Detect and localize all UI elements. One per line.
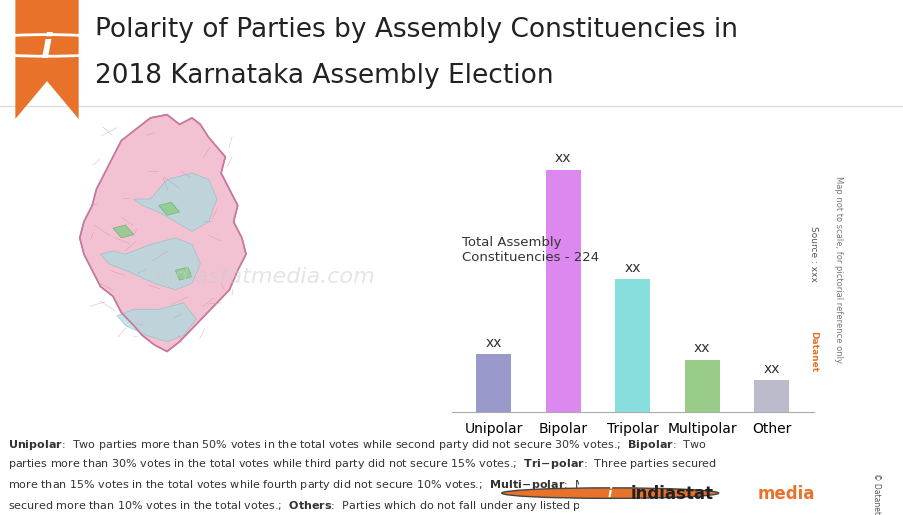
Text: indiastatmedia.com: indiastatmedia.com <box>154 267 375 287</box>
Text: xx: xx <box>485 336 501 350</box>
Bar <box>578 471 903 515</box>
Polygon shape <box>117 303 196 342</box>
Text: i: i <box>608 488 611 501</box>
Text: xx: xx <box>694 341 710 355</box>
Text: $\bf{Unipolar}$:  Two parties more than 50% votes in the total votes while secon: $\bf{Unipolar}$: Two parties more than 5… <box>8 438 707 452</box>
Text: media: media <box>757 485 814 503</box>
Text: i: i <box>42 32 52 65</box>
Text: Map not to scale, for pictorial reference only.: Map not to scale, for pictorial referenc… <box>833 176 842 365</box>
Text: more than 15% votes in the total votes while fourth party did not secure 10% vot: more than 15% votes in the total votes w… <box>8 478 708 492</box>
Bar <box>545 170 580 412</box>
Text: xx: xx <box>554 151 571 165</box>
Bar <box>615 279 649 412</box>
Text: parties more than 30% votes in the total votes while third party did not secure : parties more than 30% votes in the total… <box>8 457 717 471</box>
Text: © Datanet: © Datanet <box>871 473 880 514</box>
Text: Polarity of Parties by Assembly Constituencies in: Polarity of Parties by Assembly Constitu… <box>95 18 737 43</box>
Bar <box>754 380 788 412</box>
Text: indiastat: indiastat <box>630 485 713 503</box>
Polygon shape <box>134 173 217 231</box>
Text: xx: xx <box>763 362 779 375</box>
Polygon shape <box>79 115 246 351</box>
Polygon shape <box>100 238 200 290</box>
Text: secured more than 10% votes in the total votes.;  $\bf{Others}$:  Parties which : secured more than 10% votes in the total… <box>8 499 619 513</box>
Polygon shape <box>175 267 191 280</box>
Bar <box>476 354 510 412</box>
Text: Datanet: Datanet <box>808 331 816 372</box>
Text: Source : xxx: Source : xxx <box>808 226 816 282</box>
Polygon shape <box>113 225 134 238</box>
Text: xx: xx <box>624 261 640 274</box>
Bar <box>684 360 719 412</box>
Text: 2018 Karnataka Assembly Election: 2018 Karnataka Assembly Election <box>95 63 553 89</box>
Text: Total Assembly
Constituencies - 224: Total Assembly Constituencies - 224 <box>462 236 599 265</box>
Polygon shape <box>159 202 180 215</box>
Circle shape <box>501 488 718 499</box>
Polygon shape <box>15 0 79 119</box>
